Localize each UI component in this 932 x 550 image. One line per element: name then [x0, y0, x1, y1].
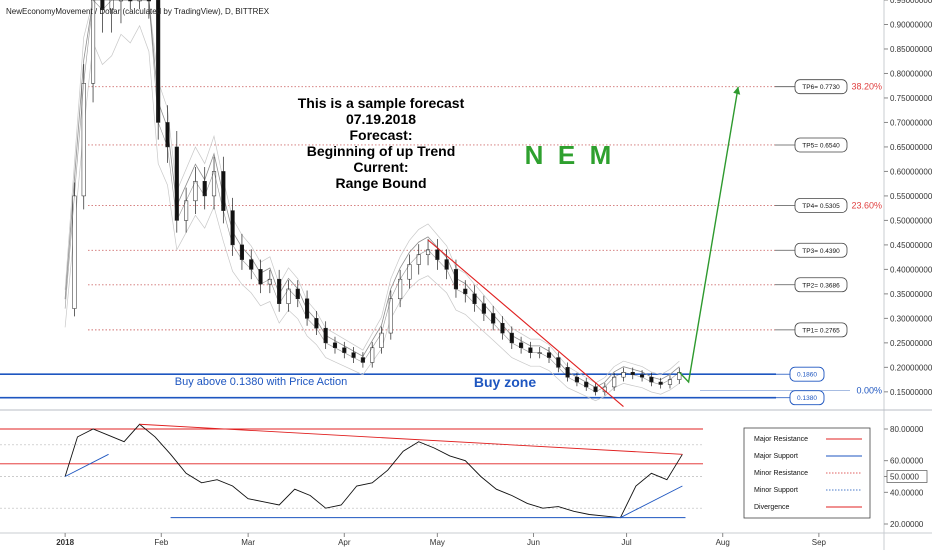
price-close-line — [64, 0, 680, 393]
legend-item-label: Divergence — [754, 504, 790, 511]
indicator-trend-line — [139, 423, 683, 455]
target-callout-box — [794, 137, 848, 153]
price-candle-body — [91, 0, 96, 84]
price-tick-label: 0.60000000 — [890, 167, 932, 176]
forecast-line-2: 07.19.2018 — [346, 111, 416, 127]
time-tick-label: 2018 — [56, 538, 74, 547]
price-tick-label: 0.80000000 — [890, 69, 932, 78]
buy-zone-lower-tag — [789, 390, 825, 406]
price-tick-label: 0.35000000 — [890, 290, 932, 299]
price-tick-label: 0.55000000 — [890, 192, 932, 201]
time-tick-label: Jun — [527, 538, 540, 547]
forecast-line-6: Range Bound — [336, 175, 427, 191]
price-candle-body — [128, 0, 133, 2]
price-tick-label: 0.20000000 — [890, 363, 932, 372]
price-tick-label: 0.75000000 — [890, 94, 932, 103]
price-tick-label: 0.85000000 — [890, 45, 932, 54]
indicator-value-tag — [886, 470, 928, 483]
time-tick-label: Aug — [716, 538, 730, 547]
price-tick-label: 0.90000000 — [890, 20, 932, 29]
price-tick-label: 0.25000000 — [890, 339, 932, 348]
forecast-line-5: Current: — [353, 159, 408, 175]
target-callout-box — [794, 242, 848, 258]
price-tick-label: 0.45000000 — [890, 241, 932, 250]
legend: Major Resistance Major Support Minor Resis… — [743, 427, 871, 519]
time-tick-label: Jul — [621, 538, 631, 547]
fib-level-label: 23.60% — [851, 200, 882, 210]
price-candle-body — [118, 0, 124, 2]
price-tick-label: 0.15000000 — [890, 388, 932, 397]
price-candle-body — [109, 0, 114, 11]
target-callout-box — [794, 79, 848, 95]
price-tick-label: 0.30000000 — [890, 314, 932, 323]
buy-zone-upper-label: 0.1860 — [797, 372, 817, 379]
indicator-line — [64, 423, 683, 519]
oscillator-panel — [0, 423, 703, 519]
forecast-line-1: This is a sample forecast — [298, 95, 465, 111]
time-tick-label: Feb — [154, 538, 168, 547]
indicator-trend-line — [620, 485, 683, 519]
indicator-tick-label: 40.00000 — [890, 488, 924, 497]
target-callout-label: TP4= 0.5305 — [802, 203, 840, 210]
price-tick-label: 0.70000000 — [890, 118, 932, 127]
price-panel: TP6= 0.7730 TP5= 0.6540 TP4= 0.5305 TP3= 0.… — [0, 0, 882, 407]
target-path-line — [678, 86, 739, 384]
price-candle-body — [137, 0, 142, 2]
forecast-line-3: Forecast: — [349, 127, 412, 143]
legend-item-label: Major Resistance — [754, 436, 808, 443]
target-callout-box — [794, 322, 848, 338]
indicator-tick-label: 80.00000 — [890, 425, 924, 434]
time-tick-label: May — [430, 538, 445, 547]
target-callout-label: TP3= 0.4390 — [802, 248, 840, 255]
price-tick-label: 0.50000000 — [890, 216, 932, 225]
target-callout-label: TP6= 0.7730 — [802, 84, 840, 91]
fib-level-label: 38.20% — [851, 82, 882, 92]
buy-zone-label: Buy zone — [474, 374, 536, 390]
ticker-label: N E M — [525, 140, 612, 170]
fib-level-label: 0.00% — [856, 386, 882, 396]
indicator-tick-label: 60.00000 — [890, 457, 924, 466]
indicator-value-label: 50.0000 — [890, 473, 919, 482]
legend-item-label: Minor Resistance — [754, 470, 808, 477]
price-tick-label: 0.40000000 — [890, 265, 932, 274]
time-tick-label: Apr — [338, 538, 351, 547]
target-path-arrowhead — [733, 86, 741, 95]
chart-header-title: NewEconomyMovement / Dollar (calculated … — [6, 7, 270, 16]
price-tick-label: 0.95000000 — [890, 0, 932, 5]
legend-box — [743, 427, 871, 519]
indicator-trend-line — [64, 453, 109, 477]
target-callout-box — [794, 277, 848, 293]
target-callout-label: TP5= 0.6540 — [802, 142, 840, 149]
forecast-line-4: Beginning of up Trend — [307, 143, 456, 159]
legend-item-label: Major Support — [754, 453, 798, 460]
target-callout-box — [794, 198, 848, 213]
buy-zone-upper-tag — [789, 366, 825, 382]
target-callout-label: TP1= 0.2765 — [802, 327, 840, 334]
downtrend-line — [427, 239, 624, 407]
buy-above-label: Buy above 0.1380 with Price Action — [175, 376, 347, 388]
indicator-tick-label: 20.00000 — [890, 520, 924, 529]
time-tick-label: Sep — [812, 538, 827, 547]
buy-zone-lower-label: 0.1380 — [797, 395, 817, 402]
target-callout-label: TP2= 0.3686 — [802, 282, 840, 289]
time-tick-label: Mar — [241, 538, 255, 547]
annotations: NewEconomyMovement / Dollar (calculated … — [6, 7, 611, 390]
legend-item-label: Minor Support — [754, 487, 798, 494]
price-tick-label: 0.65000000 — [890, 143, 932, 152]
